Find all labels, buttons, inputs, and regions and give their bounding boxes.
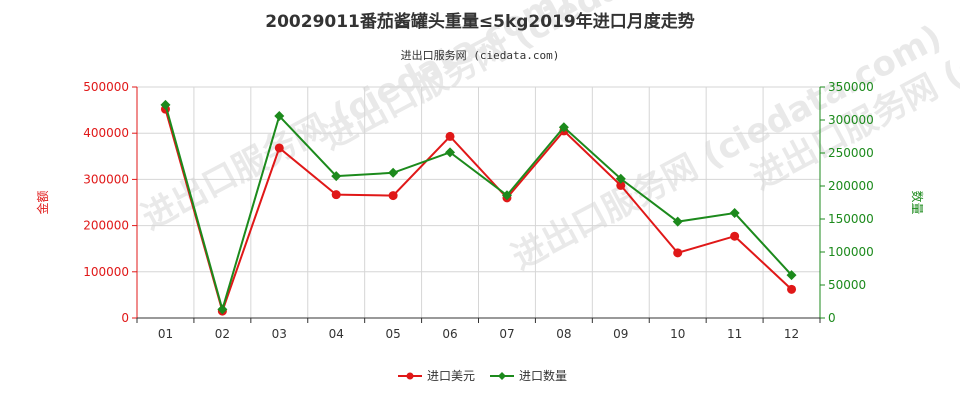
data-point [673,248,683,258]
y-right-tick-label: 150000 [828,212,874,226]
data-point [558,122,569,133]
x-tick-label: 08 [556,327,571,341]
series-layer [160,99,797,316]
data-point [615,173,626,184]
data-point [729,208,740,219]
chart-subtitle: 进出口服务网 (ciedata.com) [401,48,560,62]
data-point [730,231,740,241]
series-line [164,108,793,315]
data-point [787,284,797,294]
data-point [388,191,398,201]
x-tick-label: 12 [784,327,799,341]
data-point [616,180,626,190]
series-line [164,104,793,314]
x-tick-label: 07 [499,327,514,341]
data-point [160,99,171,110]
y-left-tick-label: 200000 [83,219,129,233]
legend-label: 进口数量 [519,368,567,383]
x-tick-label: 02 [215,327,230,341]
legend-item[interactable]: 进口数量 [490,368,567,383]
y-right-tick-label: 350000 [828,80,874,94]
y-left-tick-label: 400000 [83,126,129,140]
legend-marker [406,372,414,380]
data-point [217,304,228,315]
watermarks: 进出口服务网 (ciedata.com)进出口服务网 (ciedata.com)… [135,0,960,278]
y-right-tick-label: 50000 [828,278,866,292]
y-left-tick-label: 0 [121,311,129,325]
data-point [388,167,399,178]
data-point [445,131,455,141]
data-point [672,216,683,227]
y-right-tick-label: 250000 [828,146,874,160]
data-point [786,270,797,281]
y-axis-right-label: 数量 [910,190,925,214]
x-tick-label: 04 [329,327,344,341]
data-point [331,190,341,200]
legend-marker [498,372,506,380]
y-left-tick-label: 100000 [83,265,129,279]
y-axis-left-label: 金额 [35,190,50,214]
x-tick-label: 10 [670,327,685,341]
data-point [274,143,284,153]
x-tick-label: 09 [613,327,628,341]
y-left-tick-label: 300000 [83,172,129,186]
x-tick-label: 03 [272,327,287,341]
y-right-tick-label: 200000 [828,179,874,193]
x-tick-label: 11 [727,327,742,341]
x-tick-label: 05 [385,327,400,341]
data-point [274,111,285,122]
y-right-tick-label: 300000 [828,113,874,127]
data-point [501,190,512,201]
y-right-tick-label: 100000 [828,245,874,259]
chart-title: 20029011番茄酱罐头重量≤5kg2019年进口月度走势 [265,11,695,32]
legend: 进口美元 进口数量 [398,368,567,383]
series-2 [160,99,797,315]
plot-grid [136,86,821,319]
legend-label: 进口美元 [427,369,475,383]
axes: 0100000200000300000400000500000050000100… [83,80,874,341]
x-tick-label: 06 [442,327,457,341]
data-point [331,171,342,182]
y-left-tick-label: 500000 [83,80,129,94]
y-right-tick-label: 0 [828,311,836,325]
legend-item[interactable]: 进口美元 [398,369,475,383]
data-point [445,147,456,158]
x-tick-label: 01 [158,327,173,341]
